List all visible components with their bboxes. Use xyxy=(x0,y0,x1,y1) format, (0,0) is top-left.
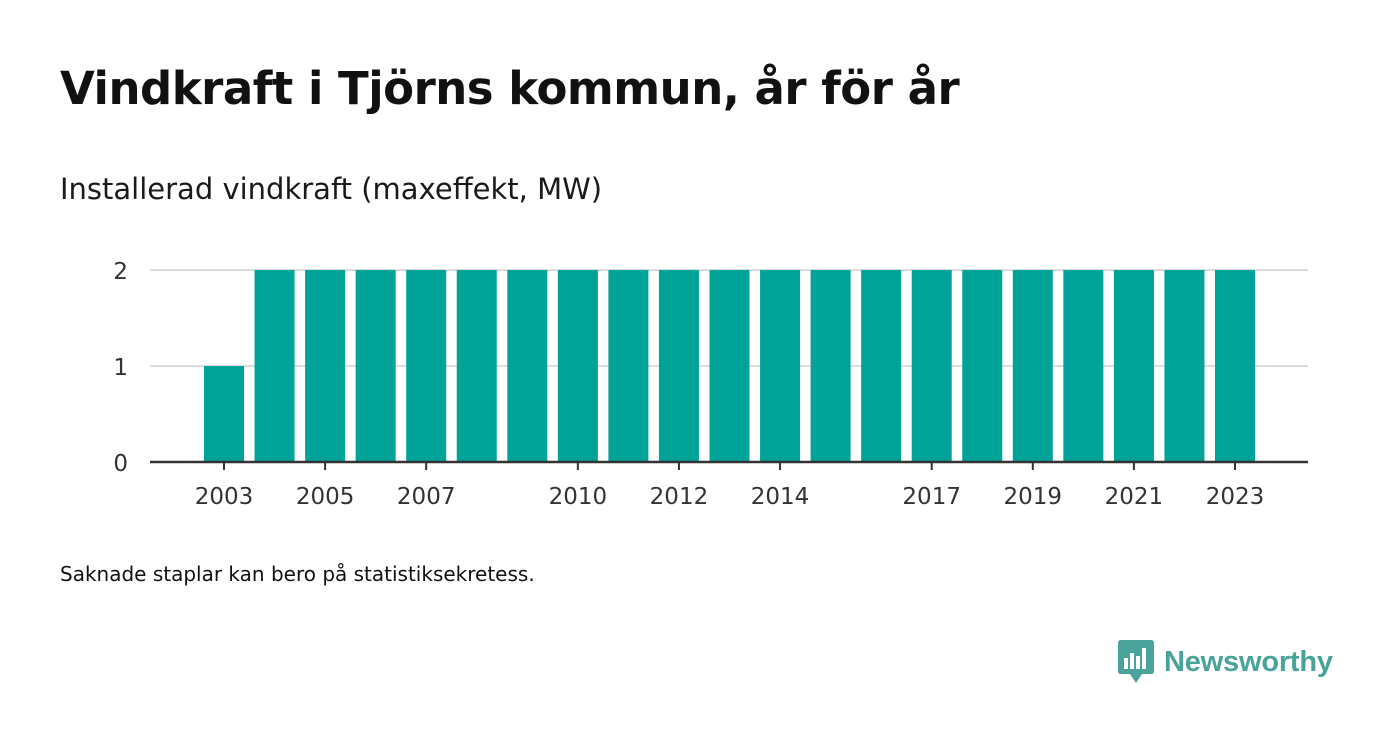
brand-name: Newsworthy xyxy=(1164,645,1333,678)
x-tick-label: 2017 xyxy=(902,484,961,510)
y-tick-label: 2 xyxy=(113,259,128,285)
bar-2003 xyxy=(204,366,244,462)
bar-2014 xyxy=(760,270,801,462)
x-tick-label: 2023 xyxy=(1206,484,1265,510)
bar-2015 xyxy=(810,270,851,462)
bar-2021 xyxy=(1113,270,1154,462)
bar-2007 xyxy=(406,270,447,462)
x-tick-label: 2010 xyxy=(549,484,608,510)
x-tick-label: 2019 xyxy=(1004,484,1063,510)
bars xyxy=(204,270,1255,462)
footnote: Saknade staplar kan bero på statistiksek… xyxy=(60,562,535,586)
bar-2010 xyxy=(557,270,598,462)
x-tick-label: 2021 xyxy=(1105,484,1164,510)
bar-2019 xyxy=(1012,270,1053,462)
x-tick-label: 2012 xyxy=(650,484,709,510)
bar-2008 xyxy=(456,270,497,462)
bar-2016 xyxy=(861,270,902,462)
y-axis-ticks: 0 1 2 xyxy=(113,259,128,477)
bar-2013 xyxy=(709,270,750,462)
newsworthy-logo-icon xyxy=(1118,640,1154,683)
bar-2005 xyxy=(305,270,346,462)
x-axis: 2003 2005 2007 2010 2012 2014 2017 2019 2021 2023 xyxy=(150,460,1308,510)
x-tick-label: 2005 xyxy=(296,484,355,510)
bar-2020 xyxy=(1063,270,1104,462)
x-tick-label: 2003 xyxy=(195,484,254,510)
bar-2004 xyxy=(254,270,295,462)
bar-2006 xyxy=(355,270,396,462)
bar-2023 xyxy=(1215,270,1255,462)
bar-2017 xyxy=(911,270,952,462)
chart-title: Vindkraft i Tjörns kommun, år för år xyxy=(60,62,960,115)
x-tick-label: 2007 xyxy=(397,484,456,510)
bar-2022 xyxy=(1164,270,1205,462)
y-tick-label: 0 xyxy=(113,451,128,477)
chart-subtitle: Installerad vindkraft (maxeffekt, MW) xyxy=(60,172,603,206)
y-tick-label: 1 xyxy=(113,355,128,381)
bar-2011 xyxy=(608,270,649,462)
bar-2009 xyxy=(507,270,548,462)
bar-2018 xyxy=(962,270,1003,462)
bar-2012 xyxy=(658,270,699,462)
brand-logo[interactable]: Newsworthy xyxy=(1118,640,1333,684)
x-tick-label: 2014 xyxy=(751,484,810,510)
